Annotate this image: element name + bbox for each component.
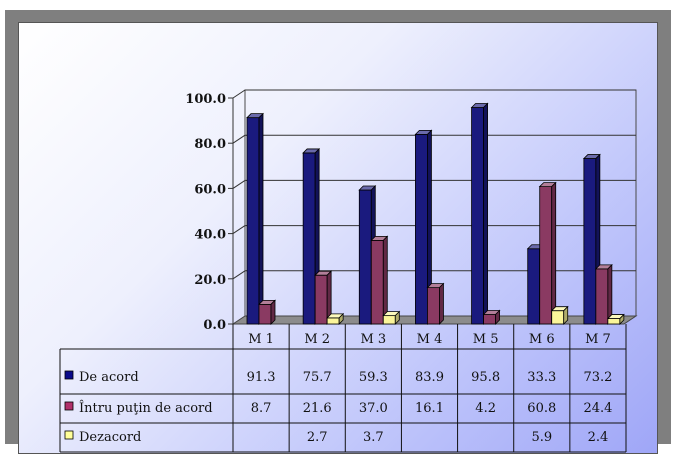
bar-side xyxy=(270,299,276,325)
bar-front xyxy=(583,158,597,325)
x-tick-label: M 2 xyxy=(304,332,330,347)
data-label: 33.3 xyxy=(527,370,556,385)
bar-front xyxy=(483,314,496,325)
data-label: 16.1 xyxy=(415,401,444,416)
y-tick-label: 80.0 xyxy=(194,137,226,152)
bar-front xyxy=(302,152,316,325)
data-label: 73.2 xyxy=(583,370,612,385)
bar-front xyxy=(527,248,541,325)
y-tick-label: 100.0 xyxy=(185,92,226,107)
bar-side xyxy=(495,309,500,325)
gridline-side xyxy=(232,270,246,280)
data-label: 83.9 xyxy=(415,370,444,385)
bar-front xyxy=(358,189,372,325)
bar-front xyxy=(326,317,340,325)
x-tick-label: M 4 xyxy=(417,332,443,347)
y-tick-label: 20.0 xyxy=(194,273,226,288)
data-label: 95.8 xyxy=(471,370,500,385)
bar-side xyxy=(338,312,344,325)
bar-front xyxy=(551,310,565,325)
data-label: 24.4 xyxy=(583,401,612,416)
legend-label: De acord xyxy=(79,370,139,385)
data-label: 4.2 xyxy=(475,401,496,416)
bar-front xyxy=(370,239,384,325)
data-label: 2.4 xyxy=(588,430,609,445)
bar-side xyxy=(551,181,557,325)
bar-side xyxy=(394,310,400,325)
legend-swatch xyxy=(64,430,74,440)
bar-front xyxy=(595,268,609,325)
bar-side xyxy=(382,235,388,325)
x-tick-label: M 3 xyxy=(360,332,386,347)
bar-front xyxy=(427,287,440,325)
x-tick-label: M 6 xyxy=(529,332,555,347)
bar-front xyxy=(471,107,484,325)
data-label: 37.0 xyxy=(359,401,388,416)
bar-front xyxy=(246,117,260,325)
data-label: 2.7 xyxy=(307,430,328,445)
x-tick-label: M 7 xyxy=(585,332,611,347)
y-tick-label: 40.0 xyxy=(194,228,226,243)
bar-side xyxy=(439,282,444,325)
data-label: 60.8 xyxy=(527,401,556,416)
data-label: 59.3 xyxy=(359,370,388,385)
gridline-side xyxy=(232,225,246,235)
gridline-side xyxy=(232,134,246,144)
bar-front xyxy=(382,315,396,325)
gridline-side xyxy=(232,89,246,99)
legend-label: Întru puţin de acord xyxy=(79,400,213,416)
y-tick-label: 0.0 xyxy=(203,318,226,333)
data-label: 5.9 xyxy=(531,430,552,445)
bar-side xyxy=(258,112,264,325)
x-tick-label: M 1 xyxy=(248,332,274,347)
data-label: 21.6 xyxy=(303,401,332,416)
bar-side xyxy=(619,313,625,325)
bar-front xyxy=(607,318,621,325)
data-label: 8.7 xyxy=(251,401,272,416)
data-label: 3.7 xyxy=(363,430,384,445)
y-tick-label: 60.0 xyxy=(194,182,226,197)
x-tick-label: M 5 xyxy=(473,332,499,347)
data-label: 91.3 xyxy=(247,370,276,385)
legend-label: Dezacord xyxy=(79,430,141,445)
legend-swatch xyxy=(64,370,74,380)
gridline-side xyxy=(232,179,246,189)
bar-front xyxy=(258,303,272,325)
bar-side xyxy=(563,305,569,325)
bar-front xyxy=(415,133,428,325)
bar-front xyxy=(314,274,328,325)
bar-side xyxy=(483,102,488,325)
bar-front xyxy=(539,186,553,325)
legend-swatch xyxy=(64,401,74,411)
data-label: 75.7 xyxy=(303,370,332,385)
